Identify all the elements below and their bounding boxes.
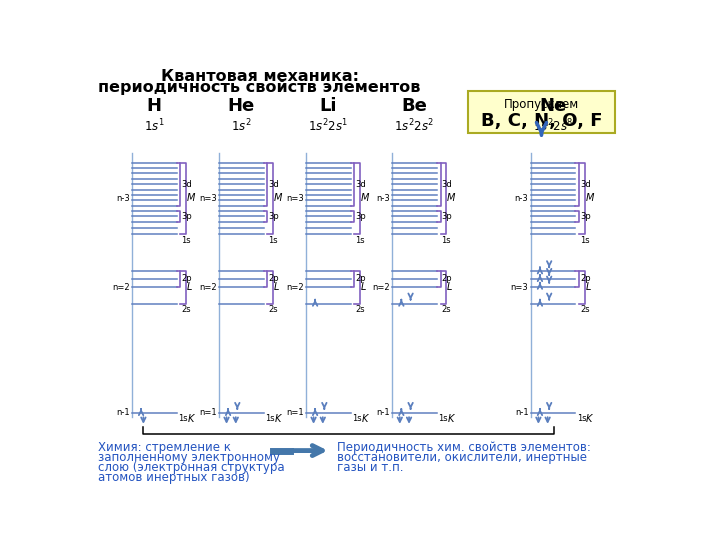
Text: $1s^2 2s^1$: $1s^2 2s^1$ [308,118,348,134]
Text: 2p: 2p [181,274,192,284]
Text: периодичность свойств элементов: периодичность свойств элементов [99,79,421,95]
Text: Периодичность хим. свойств элементов:: Периодичность хим. свойств элементов: [337,441,590,454]
Text: n=2: n=2 [286,283,304,292]
Text: n=3: n=3 [199,194,217,203]
Text: 1s: 1s [355,236,365,245]
Text: L: L [274,282,279,292]
Text: n=1: n=1 [286,408,304,417]
Text: 2s: 2s [355,305,365,314]
Text: 3d: 3d [181,180,192,188]
Text: K: K [187,414,194,424]
Text: 1s: 1s [352,414,361,423]
Text: 1s: 1s [268,236,278,245]
Text: n=2: n=2 [112,283,130,292]
Text: 2s: 2s [181,305,191,314]
Text: 1s: 1s [181,236,191,245]
Text: M: M [585,193,594,204]
Text: Квантовая механика:: Квантовая механика: [161,69,359,84]
Text: n=3: n=3 [286,194,304,203]
Text: 3d: 3d [580,180,590,188]
Text: K: K [448,414,454,424]
Text: n-3: n-3 [116,194,130,203]
Text: $1s^2 2s^8$: $1s^2 2s^8$ [533,118,573,134]
Text: Пропускаем: Пропускаем [504,98,579,111]
Text: восстановители, окислители, инертные: восстановители, окислители, инертные [337,450,587,463]
Text: He: He [228,97,255,115]
Text: 1s: 1s [178,414,188,423]
Text: n=2: n=2 [372,283,390,292]
Text: 3p: 3p [268,212,279,221]
Text: K: K [361,414,368,424]
Text: 1s: 1s [438,414,448,423]
Text: n=3: n=3 [510,283,528,292]
Text: 1s: 1s [577,414,587,423]
Text: n-1: n-1 [116,408,130,417]
Text: Химия: стремление к: Химия: стремление к [98,441,231,454]
Text: 3p: 3p [181,212,192,221]
Text: n=2: n=2 [199,283,217,292]
Text: 2p: 2p [268,274,279,284]
Text: слою (электронная структура: слою (электронная структура [98,461,284,474]
Text: 3d: 3d [441,180,452,188]
Text: H: H [147,97,162,115]
Text: M: M [361,193,369,204]
Text: K: K [274,414,281,424]
Text: Be: Be [402,97,428,115]
Text: 1s: 1s [580,236,590,245]
Text: L: L [186,282,192,292]
Text: газы и т.п.: газы и т.п. [337,461,403,474]
Text: B, C, N, O, F: B, C, N, O, F [481,112,602,130]
Text: n-3: n-3 [376,194,390,203]
Text: M: M [186,193,195,204]
Text: 2p: 2p [441,274,452,284]
Text: 2s: 2s [580,305,590,314]
Text: 1s: 1s [265,414,274,423]
Text: 3p: 3p [580,212,590,221]
Text: $1s^2 2s^2$: $1s^2 2s^2$ [395,118,435,134]
Text: $1s^2$: $1s^2$ [231,118,251,134]
Text: 3d: 3d [355,180,366,188]
Text: n-1: n-1 [515,408,528,417]
FancyBboxPatch shape [468,91,615,132]
Text: заполненному электронному: заполненному электронному [98,450,280,463]
Text: 3p: 3p [355,212,366,221]
Text: 2p: 2p [355,274,366,284]
Text: 3p: 3p [441,212,452,221]
Text: 2s: 2s [268,305,278,314]
Text: L: L [447,282,452,292]
Text: 3d: 3d [268,180,279,188]
Text: Li: Li [320,97,337,115]
Text: 1s: 1s [441,236,451,245]
Text: L: L [361,282,366,292]
Text: n-3: n-3 [515,194,528,203]
Text: Ne: Ne [539,97,567,115]
Text: $1s^1$: $1s^1$ [144,118,164,134]
Text: n-1: n-1 [376,408,390,417]
Text: K: K [586,414,593,424]
Text: L: L [585,282,590,292]
Text: M: M [274,193,282,204]
Text: M: M [447,193,455,204]
Text: атомов инертных газов): атомов инертных газов) [98,470,250,484]
Text: 2p: 2p [580,274,590,284]
Text: 2s: 2s [441,305,451,314]
Text: n=1: n=1 [199,408,217,417]
